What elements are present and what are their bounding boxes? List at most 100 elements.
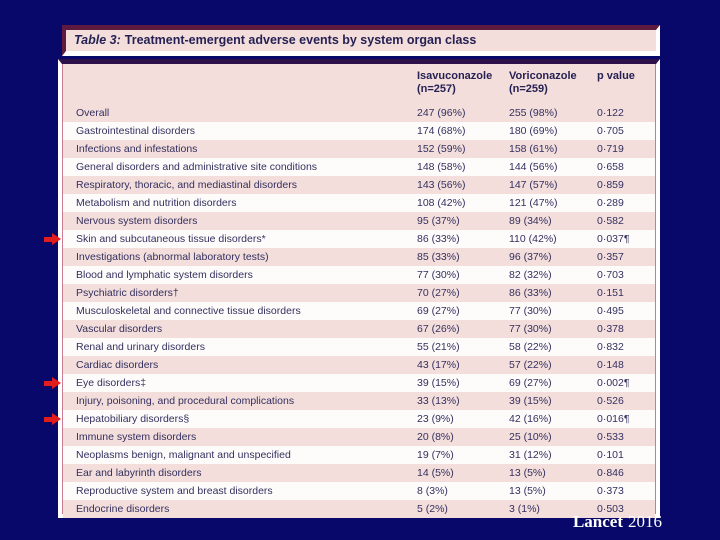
voriconazole-value: 89 (34%) xyxy=(509,215,552,227)
table-row: Neoplasms benign, malignant and unspecif… xyxy=(63,446,655,464)
isavuconazole-value: 95 (37%) xyxy=(417,215,460,227)
isavuconazole-value: 5 (2%) xyxy=(417,503,448,515)
isavuconazole-value: 148 (58%) xyxy=(417,161,466,173)
voriconazole-value: 96 (37%) xyxy=(509,251,552,263)
voriconazole-value: 180 (69%) xyxy=(509,125,558,137)
p-value: 0·002¶ xyxy=(597,377,630,389)
voriconazole-value: 13 (5%) xyxy=(509,467,546,479)
table-row: Eye disorders‡ 39 (15%) 69 (27%) 0·002¶ xyxy=(44,374,655,392)
table-row: Musculoskeletal and connective tissue di… xyxy=(63,302,655,320)
column-header-voriconazole: Voriconazole (n=259) xyxy=(509,70,597,104)
table-header-row: Isavuconazole (n=257) Voriconazole (n=25… xyxy=(63,64,655,104)
voriconazole-value: 13 (5%) xyxy=(509,485,546,497)
organ-class-label: General disorders and administrative sit… xyxy=(76,161,318,173)
table-row: Psychiatric disorders† 70 (27%) 86 (33%) 0·… xyxy=(63,284,655,302)
table-number-label: Table 3: xyxy=(74,33,121,47)
table-row: Injury, poisoning, and procedural compli… xyxy=(63,392,655,410)
organ-class-label: Endocrine disorders xyxy=(76,503,170,515)
column-header-isavuconazole: Isavuconazole (n=257) xyxy=(417,70,509,104)
voriconazole-value: 158 (61%) xyxy=(509,143,558,155)
column-header-pvalue: p value xyxy=(597,70,655,104)
table-row: Overall 247 (96%) 255 (98%) 0·122 xyxy=(63,104,655,122)
isavuconazole-value: 77 (30%) xyxy=(417,269,460,281)
organ-class-label: Reproductive system and breast disorders xyxy=(76,485,273,497)
table-row: Renal and urinary disorders 55 (21%) 58 (2… xyxy=(63,338,655,356)
table-row: Skin and subcutaneous tissue disorders* 8… xyxy=(44,230,655,248)
isavuconazole-value: 8 (3%) xyxy=(417,485,448,497)
column-header-label: Isavuconazole xyxy=(417,70,493,82)
organ-class-label: Injury, poisoning, and procedural compli… xyxy=(76,395,295,407)
p-value: 0·719 xyxy=(597,143,624,155)
red-arrow-icon xyxy=(44,377,61,389)
voriconazole-value: 77 (30%) xyxy=(509,323,552,335)
p-value: 0·495 xyxy=(597,305,624,317)
isavuconazole-value: 39 (15%) xyxy=(417,377,460,389)
isavuconazole-value: 20 (8%) xyxy=(417,431,454,443)
table-row: Blood and lymphatic system disorders 77 (… xyxy=(63,266,655,284)
isavuconazole-value: 55 (21%) xyxy=(417,341,460,353)
table-row: Metabolism and nutrition disorders 108 (4… xyxy=(63,194,655,212)
p-value: 0·378 xyxy=(597,323,624,335)
table-row: General disorders and administrative sit… xyxy=(63,158,655,176)
organ-class-label: Psychiatric disorders† xyxy=(76,287,179,299)
p-value: 0·859 xyxy=(597,179,624,191)
p-value: 0·037¶ xyxy=(597,233,630,245)
voriconazole-value: 147 (57%) xyxy=(509,179,558,191)
table-row: Investigations (abnormal laboratory test… xyxy=(63,248,655,266)
table-row: Endocrine disorders 5 (2%) 3 (1%) 0·503 xyxy=(63,500,655,518)
organ-class-label: Musculoskeletal and connective tissue di… xyxy=(76,305,301,317)
organ-class-label: Eye disorders‡ xyxy=(76,377,147,389)
voriconazole-value: 42 (16%) xyxy=(509,413,552,425)
column-header-label: Voriconazole xyxy=(509,70,577,82)
column-header-n: (n=259) xyxy=(509,83,548,95)
voriconazole-value: 58 (22%) xyxy=(509,341,552,353)
isavuconazole-value: 33 (13%) xyxy=(417,395,460,407)
voriconazole-value: 31 (12%) xyxy=(509,449,552,461)
p-value: 0·122 xyxy=(597,107,624,119)
p-value: 0·582 xyxy=(597,215,624,227)
table-inner-frame: Isavuconazole (n=257) Voriconazole (n=25… xyxy=(44,64,656,518)
organ-class-label: Investigations (abnormal laboratory test… xyxy=(76,251,269,263)
isavuconazole-value: 43 (17%) xyxy=(417,359,460,371)
red-arrow-icon xyxy=(44,413,61,425)
voriconazole-value: 144 (56%) xyxy=(509,161,558,173)
organ-class-label: Hepatobiliary disorders§ xyxy=(76,413,190,425)
organ-class-label: Immune system disorders xyxy=(76,431,197,443)
table-title-text: Treatment-emergent adverse events by sys… xyxy=(124,33,477,47)
citation-year: 2016 xyxy=(628,512,662,531)
table-row: Hepatobiliary disorders§ 23 (9%) 42 (16%) 0… xyxy=(44,410,655,428)
table-row: Immune system disorders 20 (8%) 25 (10%) 0·… xyxy=(63,428,655,446)
table-row: Nervous system disorders 95 (37%) 89 (34%)… xyxy=(63,212,655,230)
organ-class-label: Skin and subcutaneous tissue disorders* xyxy=(76,233,266,245)
isavuconazole-value: 152 (59%) xyxy=(417,143,466,155)
voriconazole-value: 3 (1%) xyxy=(509,503,540,515)
organ-class-label: Gastrointestinal disorders xyxy=(76,125,196,137)
red-arrow-icon xyxy=(44,233,61,245)
table-title-bar: Table 3: Treatment-emergent adverse event… xyxy=(62,25,660,56)
p-value: 0·016¶ xyxy=(597,413,630,425)
voriconazole-value: 121 (47%) xyxy=(509,197,558,209)
p-value: 0·357 xyxy=(597,251,624,263)
header-spacer xyxy=(63,70,417,104)
isavuconazole-value: 69 (27%) xyxy=(417,305,460,317)
voriconazole-value: 86 (33%) xyxy=(509,287,552,299)
table-row: Respiratory, thoracic, and mediastinal d… xyxy=(63,176,655,194)
isavuconazole-value: 85 (33%) xyxy=(417,251,460,263)
voriconazole-value: 255 (98%) xyxy=(509,107,558,119)
isavuconazole-value: 19 (7%) xyxy=(417,449,454,461)
organ-class-label: Renal and urinary disorders xyxy=(76,341,205,353)
p-value: 0·846 xyxy=(597,467,624,479)
isavuconazole-value: 174 (68%) xyxy=(417,125,466,137)
p-value: 0·148 xyxy=(597,359,624,371)
p-value: 0·658 xyxy=(597,161,624,173)
p-value: 0·101 xyxy=(597,449,624,461)
voriconazole-value: 39 (15%) xyxy=(509,395,552,407)
organ-class-label: Respiratory, thoracic, and mediastinal d… xyxy=(76,179,297,191)
isavuconazole-value: 67 (26%) xyxy=(417,323,460,335)
table-rows: Overall 247 (96%) 255 (98%) 0·122 Gastrointe… xyxy=(44,104,655,518)
table-row: Reproductive system and breast disorders… xyxy=(63,482,655,500)
p-value: 0·151 xyxy=(597,287,624,299)
table-row: Ear and labyrinth disorders 14 (5%) 13 (5%… xyxy=(63,464,655,482)
voriconazole-value: 77 (30%) xyxy=(509,305,552,317)
voriconazole-value: 110 (42%) xyxy=(509,233,557,245)
